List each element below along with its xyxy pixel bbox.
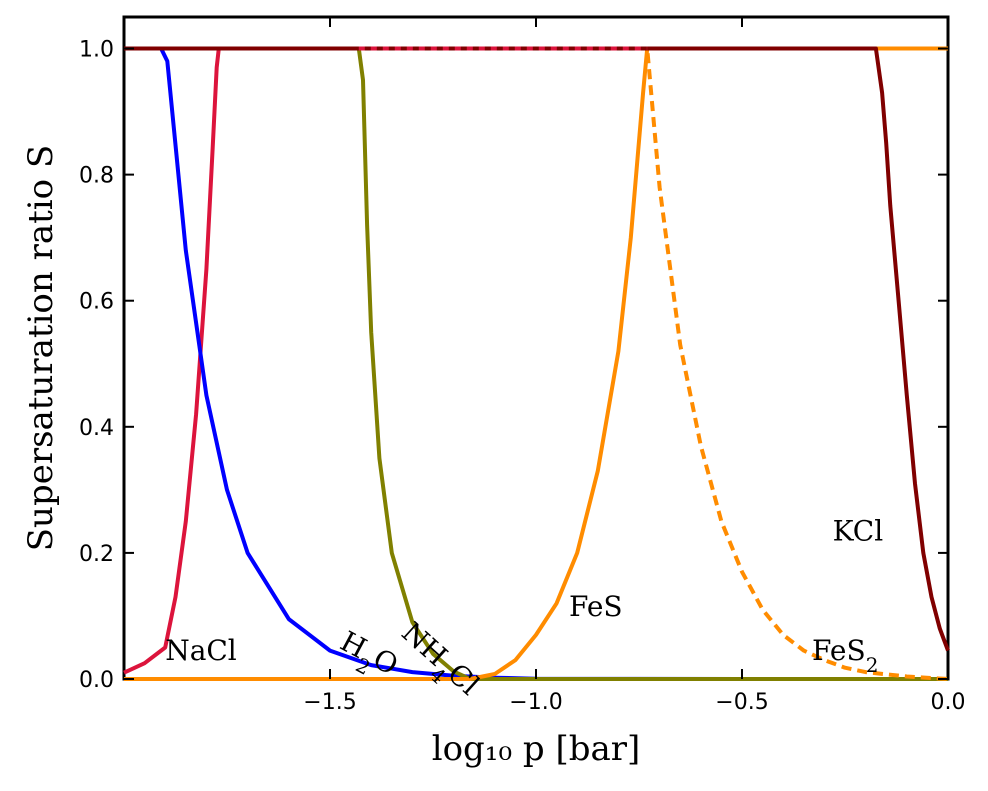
series-label-fes: FeS [569,590,623,623]
series-line-kcl [124,46,950,652]
series-line-fes2 [124,46,949,681]
y-tick-label: 0.8 [79,164,114,189]
series-line-h2o [124,46,948,681]
x-axis-label: log₁₀ p [bar] [432,729,641,769]
series-line-fes [124,46,948,681]
x-tick-label: −0.5 [715,690,768,715]
y-tick-label: 0.2 [79,542,114,567]
series-label-nacl: NaCl [165,634,237,667]
x-tick-label: −1.5 [303,690,356,715]
y-tick-label: 0.0 [79,668,114,693]
x-tick-label: −1.0 [509,690,562,715]
series-layer [123,46,950,681]
series-label-nh4cl: NH4Cl [389,616,486,710]
series-line-nacl [123,46,948,675]
series-label-fes2: FeS2 [812,634,878,677]
y-tick-label: 1.0 [79,38,114,63]
plot-area: −1.5 −1.0 −0.5 0.00.00.20.40.60.81.0 NaCl H2… [79,15,966,715]
x-tick-label: 0.0 [931,690,966,715]
tick-layer: −1.5 −1.0 −0.5 0.0 0.0 0.2 0.4 0.6 0.8 1.0 [79,17,966,715]
series-label-kcl: KCl [833,514,884,547]
plot-frame [122,15,950,681]
y-axis-label: Supersaturation ratio S [21,145,61,551]
series-line-nh4cl [124,46,948,681]
y-tick-label: 0.4 [79,416,114,441]
y-tick-label: 0.6 [79,290,114,315]
